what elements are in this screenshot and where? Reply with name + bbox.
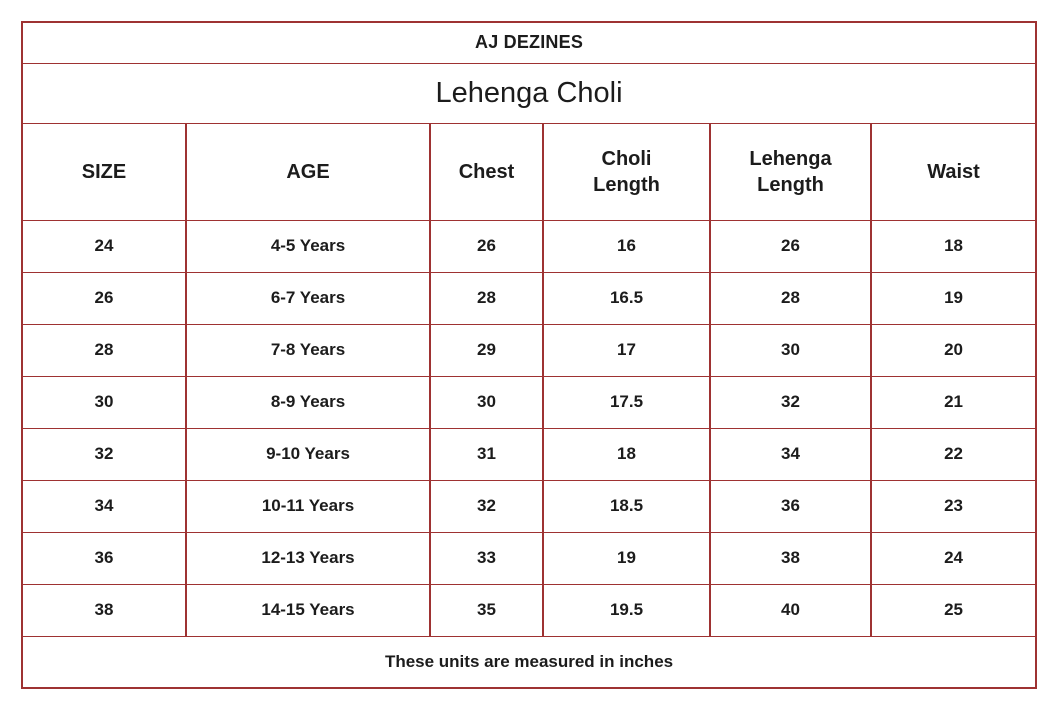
table-row: 38 14-15 Years 35 19.5 40 25 xyxy=(21,583,1038,637)
product-title: Lehenga Choli xyxy=(20,62,1038,124)
table-cell: 16 xyxy=(542,219,711,273)
table-cell: 34 xyxy=(21,479,187,533)
table-cell: 31 xyxy=(429,427,544,481)
table-row: 32 9-10 Years 31 18 34 22 xyxy=(21,427,1038,481)
table-cell: 32 xyxy=(709,375,872,429)
table-cell: 38 xyxy=(21,583,187,637)
table-cell: 24 xyxy=(869,531,1038,585)
table-cell: 16.5 xyxy=(542,271,711,325)
table-cell: 4-5 Years xyxy=(185,219,431,273)
table-cell: 36 xyxy=(709,479,872,533)
table-cell: 30 xyxy=(709,323,872,377)
column-header-lehenga-length: Lehenga Length xyxy=(709,122,872,221)
table-cell: 29 xyxy=(429,323,544,377)
column-header-chest: Chest xyxy=(429,122,544,221)
table-row: 34 10-11 Years 32 18.5 36 23 xyxy=(21,479,1038,533)
table-cell: 19 xyxy=(869,271,1038,325)
table-cell: 28 xyxy=(21,323,187,377)
table-cell: 28 xyxy=(429,271,544,325)
table-cell: 32 xyxy=(429,479,544,533)
table-cell: 40 xyxy=(709,583,872,637)
table-cell: 33 xyxy=(429,531,544,585)
table-row: 30 8-9 Years 30 17.5 32 21 xyxy=(21,375,1038,429)
table-cell: 21 xyxy=(869,375,1038,429)
table-cell: 28 xyxy=(709,271,872,325)
note-row: These units are measured in inches xyxy=(20,635,1038,689)
table-cell: 10-11 Years xyxy=(185,479,431,533)
table-cell: 12-13 Years xyxy=(185,531,431,585)
table-cell: 35 xyxy=(429,583,544,637)
product-row: Lehenga Choli xyxy=(20,62,1038,124)
header-row: SIZE AGE Chest Choli Length Lehenga Leng… xyxy=(21,122,1038,221)
table-row: 36 12-13 Years 33 19 38 24 xyxy=(21,531,1038,585)
column-header-size: SIZE xyxy=(21,122,187,221)
table-cell: 32 xyxy=(21,427,187,481)
brand-title: AJ DEZINES xyxy=(20,21,1038,64)
table-cell: 23 xyxy=(869,479,1038,533)
table-cell: 19.5 xyxy=(542,583,711,637)
table-cell: 30 xyxy=(21,375,187,429)
table-cell: 20 xyxy=(869,323,1038,377)
table-row: 24 4-5 Years 26 16 26 18 xyxy=(21,219,1038,273)
table-cell: 26 xyxy=(429,219,544,273)
table-cell: 17 xyxy=(542,323,711,377)
table-cell: 34 xyxy=(709,427,872,481)
table-cell: 25 xyxy=(869,583,1038,637)
column-header-waist: Waist xyxy=(869,122,1038,221)
table-cell: 7-8 Years xyxy=(185,323,431,377)
table-cell: 18.5 xyxy=(542,479,711,533)
column-header-age: AGE xyxy=(185,122,431,221)
table-cell: 26 xyxy=(21,271,187,325)
table-cell: 38 xyxy=(709,531,872,585)
table-cell: 19 xyxy=(542,531,711,585)
table-cell: 9-10 Years xyxy=(185,427,431,481)
table-cell: 30 xyxy=(429,375,544,429)
column-header-choli-length: Choli Length xyxy=(542,122,711,221)
table-cell: 36 xyxy=(21,531,187,585)
size-chart-table: AJ DEZINES Lehenga Choli SIZE AGE Chest … xyxy=(20,21,1038,689)
units-note: These units are measured in inches xyxy=(20,635,1038,689)
table-cell: 24 xyxy=(21,219,187,273)
table-cell: 18 xyxy=(869,219,1038,273)
table-cell: 6-7 Years xyxy=(185,271,431,325)
table-cell: 22 xyxy=(869,427,1038,481)
brand-row: AJ DEZINES xyxy=(20,21,1038,64)
table-row: 26 6-7 Years 28 16.5 28 19 xyxy=(21,271,1038,325)
table-cell: 18 xyxy=(542,427,711,481)
table-cell: 14-15 Years xyxy=(185,583,431,637)
table-cell: 17.5 xyxy=(542,375,711,429)
table-row: 28 7-8 Years 29 17 30 20 xyxy=(21,323,1038,377)
table-cell: 8-9 Years xyxy=(185,375,431,429)
table-cell: 26 xyxy=(709,219,872,273)
